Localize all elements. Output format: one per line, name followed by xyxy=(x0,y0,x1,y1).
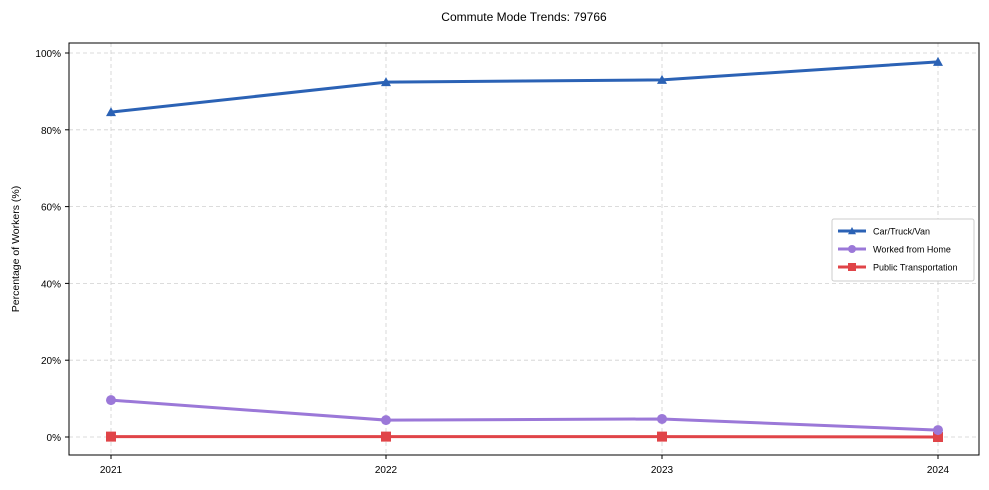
y-tick-label: 80% xyxy=(41,126,61,137)
legend-item: Worked from Home xyxy=(838,245,951,255)
y-tick-label: 0% xyxy=(47,433,62,444)
triangle-marker xyxy=(381,77,391,87)
square-marker xyxy=(106,431,116,442)
y-tick-label: 20% xyxy=(41,356,61,367)
circle-marker xyxy=(657,413,667,424)
y-tick-label: 100% xyxy=(35,49,61,60)
x-tick-label: 2024 xyxy=(927,465,950,476)
series-line xyxy=(110,398,939,432)
legend-item: Car/Truck/Van xyxy=(838,227,930,237)
series-lines xyxy=(106,56,943,442)
circle-marker xyxy=(848,245,856,253)
triangle-marker xyxy=(657,74,667,84)
plot-frame xyxy=(68,42,980,456)
y-tick-label: 40% xyxy=(41,279,61,290)
triangle-marker xyxy=(848,227,856,235)
series-public-transportation xyxy=(106,431,943,442)
legend-box xyxy=(831,218,975,282)
square-marker xyxy=(933,432,943,442)
y-tick-label: 60% xyxy=(41,203,61,214)
legend-label: Public Transportation xyxy=(873,263,958,273)
y-axis-label: Percentage of Workers (%) xyxy=(10,186,22,312)
chart-title: Commute Mode Trends: 79766 xyxy=(441,10,607,24)
legend-label: Car/Truck/Van xyxy=(873,227,930,237)
x-axis: 2021 2022 2023 2024 xyxy=(100,455,950,476)
triangle-marker xyxy=(933,56,943,66)
x-tick-label: 2023 xyxy=(651,465,674,476)
square-marker xyxy=(381,431,391,442)
square-marker xyxy=(657,431,667,442)
legend-label: Worked from Home xyxy=(873,245,951,255)
series-worked-from-home xyxy=(106,395,943,436)
circle-marker xyxy=(933,425,943,436)
square-marker xyxy=(848,263,856,271)
x-tick-label: 2021 xyxy=(100,465,123,476)
circle-marker xyxy=(106,395,116,406)
series-line xyxy=(110,60,939,114)
x-tick-label: 2022 xyxy=(375,465,398,476)
series-car-truck-van xyxy=(106,56,943,117)
y-axis: 0% 20% 40% 60% 80% 100% xyxy=(35,49,69,444)
legend: Car/Truck/Van Worked from Home Public Tran… xyxy=(831,218,975,282)
circle-marker xyxy=(381,415,391,426)
legend-item: Public Transportation xyxy=(838,263,958,273)
triangle-marker xyxy=(106,107,116,117)
